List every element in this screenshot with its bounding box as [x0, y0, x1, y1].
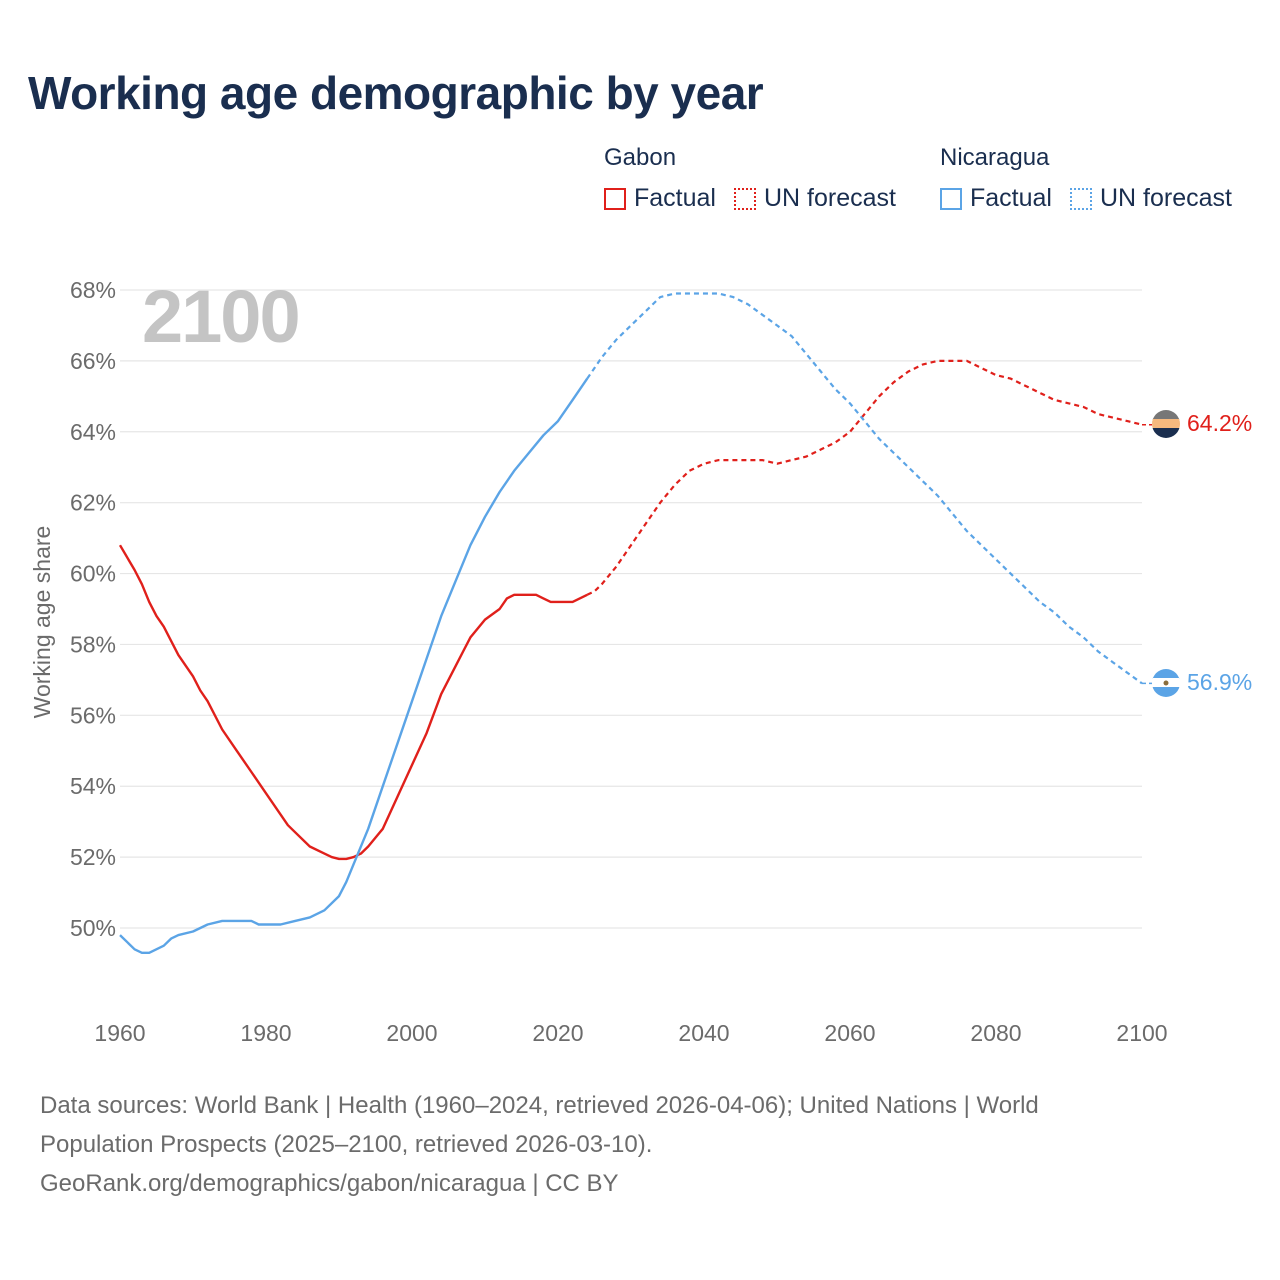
- legend-nicaragua-factual-swatch: [940, 187, 962, 210]
- y-tick-label: 62%: [70, 490, 116, 516]
- y-tick-label: 60%: [70, 561, 116, 587]
- x-tick-label: 1960: [94, 1020, 145, 1046]
- legend-nicaragua-forecast-swatch: [1069, 187, 1092, 210]
- x-tick-labels: 1960 1980 2000 2020 2040 2060 2080 2100: [94, 1020, 1167, 1046]
- legend-gabon-factual-label: Factual: [634, 184, 716, 212]
- legend-nicaragua-name: Nicaragua: [940, 144, 1050, 171]
- footer-line-1: Data sources: World Bank | Health (1960–…: [40, 1092, 1039, 1119]
- legend-nicaragua-factual-label: Factual: [970, 184, 1052, 212]
- gabon-flag-icon: [1152, 410, 1180, 438]
- y-tick-label: 54%: [70, 773, 116, 799]
- nicaragua-factual-line[interactable]: [119, 377, 589, 954]
- year-watermark: 2100: [142, 275, 299, 358]
- x-tick-label: 1980: [240, 1020, 291, 1046]
- x-tick-label: 2040: [678, 1020, 729, 1046]
- y-tick-label: 58%: [70, 631, 116, 657]
- legend-nicaragua-forecast-label: UN forecast: [1099, 184, 1232, 212]
- legend-gabon-name: Gabon: [604, 144, 677, 171]
- legend-nicaragua-factual[interactable]: Factual: [940, 184, 1052, 213]
- footer-line-3[interactable]: GeoRank.org/demographics/gabon/nicaragua…: [40, 1170, 619, 1197]
- end-markers: 64.2% 56.9%: [1152, 410, 1252, 697]
- legend-gabon-forecast-swatch: [733, 187, 756, 210]
- x-tick-label: 2100: [1116, 1020, 1167, 1046]
- gabon-forecast-line[interactable]: [586, 359, 1143, 596]
- nicaragua-end-label: 56.9%: [1187, 669, 1252, 695]
- x-tick-label: 2020: [532, 1020, 583, 1046]
- footer-sources: Data sources: World Bank | Health (1960–…: [40, 1086, 1240, 1203]
- y-tick-label: 66%: [70, 348, 116, 374]
- x-tick-label: 2080: [970, 1020, 1021, 1046]
- y-tick-label: 50%: [70, 915, 116, 941]
- footer-line-2: Population Prospects (2025–2100, retriev…: [40, 1131, 653, 1158]
- nicaragua-flag-icon: [1152, 669, 1180, 697]
- grid-lines: [120, 289, 1142, 929]
- gabon-end-label: 64.2%: [1187, 410, 1252, 436]
- legend-gabon-factual[interactable]: Factual: [604, 184, 716, 213]
- chart-title: Working age demographic by year: [28, 67, 764, 119]
- nicaragua-forecast-line[interactable]: [586, 292, 1143, 685]
- y-tick-label: 52%: [70, 844, 116, 870]
- x-tick-label: 2060: [824, 1020, 875, 1046]
- legend-gabon-forecast-label: UN forecast: [763, 184, 896, 212]
- series-lines: [118, 292, 1152, 954]
- x-tick-label: 2000: [386, 1020, 437, 1046]
- gabon-factual-line[interactable]: [118, 544, 588, 861]
- y-tick-label: 68%: [70, 277, 116, 303]
- legend-gabon-factual-swatch: [604, 187, 626, 210]
- legend-nicaragua: Nicaragua Factual UN forecast: [940, 144, 1232, 213]
- line-chart: 50% 52% 54% 56% 58% 60% 62% 64% 66% 68% 1960 1980 2…: [29, 275, 1252, 1046]
- legend-gabon-forecast[interactable]: UN forecast: [733, 184, 896, 213]
- y-tick-label: 64%: [70, 419, 116, 445]
- y-tick-labels: 50% 52% 54% 56% 58% 60% 62% 64% 66% 68%: [70, 277, 116, 941]
- legend-nicaragua-forecast[interactable]: UN forecast: [1069, 184, 1232, 213]
- y-axis-label: Working age share: [29, 526, 55, 719]
- legend-gabon: Gabon Factual UN forecast: [604, 144, 896, 213]
- y-tick-label: 56%: [70, 702, 116, 728]
